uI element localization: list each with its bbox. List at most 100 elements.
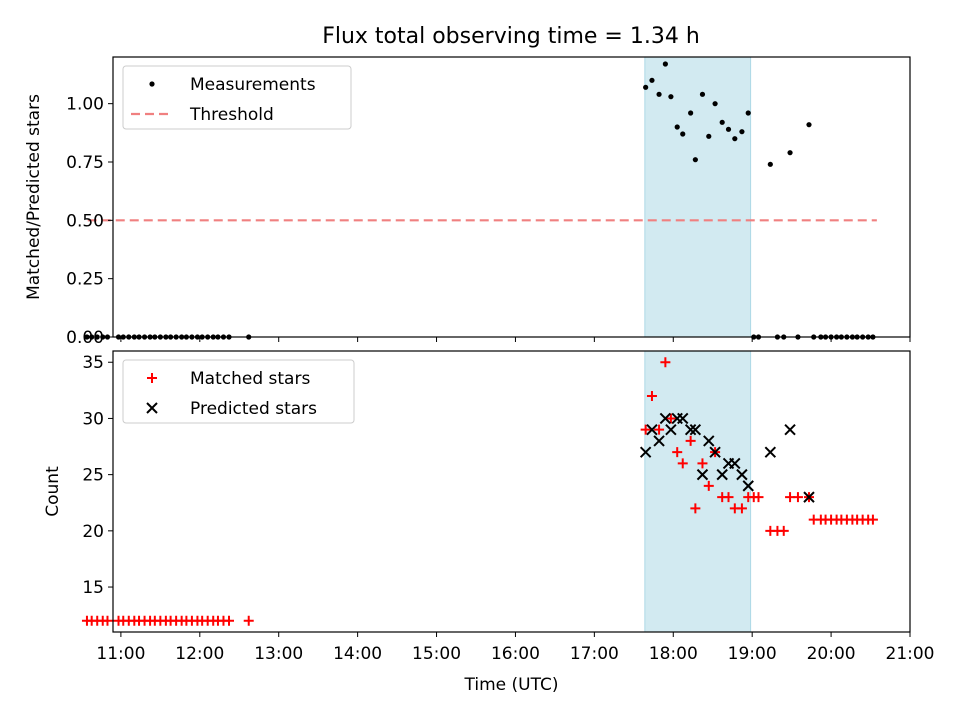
x-tick-label: 13:00 — [254, 644, 303, 664]
measurement-point — [732, 136, 738, 142]
ratio-panel: 0.00 0.25 0.50 0.75 1.00 Matched/Predicted st… — [24, 56, 911, 348]
measurement-point — [739, 129, 745, 135]
y-tick-label: 30 — [82, 409, 104, 429]
legend-entry-label: Measurements — [190, 75, 316, 95]
y-tick-label: 25 — [82, 466, 104, 486]
predicted-star-point — [716, 468, 728, 481]
x-tick-label: 12:00 — [175, 644, 224, 664]
count-panel: 15 20 25 30 35 11:00 12:00 13:00 14:00 15:00 16:00… — [43, 350, 935, 695]
x-tick-label: 20:00 — [807, 644, 856, 664]
measurement-point — [688, 110, 694, 116]
measurement-point — [725, 126, 732, 132]
matched-star-point — [223, 615, 234, 626]
predicted-star-point — [659, 412, 672, 425]
predicted-star-point — [764, 446, 777, 458]
predicted-star-point — [784, 423, 796, 436]
predicted-star-point — [696, 468, 709, 481]
matched-star-point — [102, 615, 113, 626]
x-tick-label: 11:00 — [96, 644, 145, 664]
x-tick-label: 21:00 — [886, 644, 935, 664]
predicted-star-point — [729, 457, 741, 470]
matched-star-point — [672, 447, 683, 458]
y-tick-label: 15 — [82, 578, 104, 598]
measurement-point — [787, 150, 793, 156]
measurement-point — [643, 84, 649, 90]
matched-star-point — [654, 424, 665, 435]
legend-marker — [149, 81, 155, 87]
measurement-point — [100, 334, 106, 340]
predicted-star-point — [689, 423, 702, 436]
matched-star-point — [660, 357, 671, 368]
matched-star-point — [640, 424, 651, 435]
x-tick-label: 17:00 — [570, 644, 619, 664]
x-axis-label: Time (UTC) — [464, 675, 559, 695]
predicted-star-point — [803, 491, 815, 503]
matched-star-point — [792, 492, 803, 503]
predicted-star-point — [736, 468, 748, 481]
matched-star-point — [243, 615, 254, 626]
legend-entry-label: Threshold — [189, 105, 274, 125]
matched-star-point — [685, 435, 696, 446]
x-tick-label: 19:00 — [728, 644, 777, 664]
y-tick-label: 1.00 — [66, 95, 104, 115]
measurement-point — [656, 91, 662, 97]
predicted-star-point — [653, 435, 665, 447]
measurement-point — [94, 334, 100, 340]
measurement-point — [674, 124, 680, 130]
measurement-point — [668, 94, 674, 100]
measurement-point — [84, 334, 90, 340]
legend-box — [122, 359, 355, 424]
matched-star-point — [703, 480, 714, 491]
y-tick-label: 35 — [82, 353, 104, 373]
legend-entry-label: Predicted stars — [190, 399, 317, 419]
measurement-point — [680, 131, 686, 137]
legend-box — [122, 65, 352, 130]
predicted-star-point — [677, 412, 689, 425]
x-tick-label: 16:00 — [491, 644, 540, 664]
measurement-point — [745, 110, 751, 116]
matched-star-point — [753, 492, 764, 503]
y-tick-label: 0.00 — [66, 328, 104, 348]
predicted-star-point — [709, 446, 721, 458]
x-tick-label: 18:00 — [649, 644, 698, 664]
y-tick-label: 20 — [82, 522, 104, 542]
matched-star-point — [736, 503, 747, 514]
y-tick-label: 0.50 — [66, 211, 104, 231]
predicted-star-point — [665, 423, 677, 436]
measurement-point — [767, 161, 773, 167]
predicted-star-point — [684, 423, 697, 436]
measurement-point — [699, 91, 706, 97]
matched-star-point — [697, 458, 708, 469]
y-axis-label: Count — [43, 466, 63, 517]
matched-star-point — [665, 413, 676, 424]
measurement-point — [662, 61, 668, 67]
y-axis-label: Matched/Predicted stars — [24, 94, 44, 300]
measurement-point — [104, 334, 111, 340]
measurement-point — [692, 157, 698, 163]
measurement-point — [712, 101, 718, 107]
measurement-point — [719, 119, 725, 125]
predicted-star-point — [639, 446, 652, 458]
matched-star-point — [677, 458, 688, 469]
matched-star-point — [723, 492, 734, 503]
x-tick-label: 14:00 — [333, 644, 382, 664]
y-tick-label: 0.75 — [66, 153, 104, 173]
measurement-point — [806, 122, 812, 128]
measurement-point — [706, 133, 712, 139]
matched-star-point — [646, 390, 657, 401]
legend-marker — [147, 373, 157, 383]
measurement-point — [89, 334, 95, 340]
measurement-point — [649, 77, 655, 83]
axes-frame — [112, 350, 911, 633]
x-tick-label: 15:00 — [412, 644, 461, 664]
chart-title: Flux total observing time = 1.34 h — [322, 24, 700, 49]
predicted-star-point — [646, 423, 658, 436]
legend-entry-label: Matched stars — [190, 369, 310, 389]
legend-marker — [146, 402, 158, 414]
matched-star-point — [778, 525, 789, 536]
axes-frame — [112, 56, 911, 338]
matched-star-point — [867, 514, 878, 525]
predicted-star-point — [742, 480, 754, 492]
shaded-region — [644, 350, 752, 633]
